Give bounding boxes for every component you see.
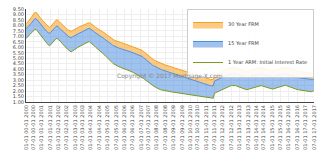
svg-text:07-01 03-01 2003: 07-01 03-01 2003 <box>79 105 85 150</box>
svg-text:1.50: 1.50 <box>13 93 24 99</box>
svg-text:07-01 12-01 2012: 07-01 12-01 2012 <box>228 105 234 150</box>
svg-text:8.00: 8.00 <box>13 22 24 28</box>
svg-text:01-01 01-01 2001: 01-01 01-01 2001 <box>38 105 44 150</box>
svg-text:3.50: 3.50 <box>13 71 24 77</box>
svg-text:01-01 02-01 2002: 01-01 02-01 2002 <box>55 105 61 150</box>
svg-text:8.50: 8.50 <box>13 17 24 23</box>
svg-text:07-01 04-01 2004: 07-01 04-01 2004 <box>96 105 102 150</box>
svg-text:Copyright © 2017 Mortgage-X.co: Copyright © 2017 Mortgage-X.com <box>117 72 223 80</box>
svg-text:01-01 05-01 2005: 01-01 05-01 2005 <box>104 105 110 150</box>
svg-text:01-01 12-01 2012: 01-01 12-01 2012 <box>219 105 225 150</box>
svg-text:01-01 04-01 2004: 01-01 04-01 2004 <box>87 105 93 150</box>
svg-text:01-01 11-01 2011: 01-01 11-01 2011 <box>203 105 209 150</box>
svg-text:4.50: 4.50 <box>13 60 24 66</box>
svg-text:01-01 14-01 2014: 01-01 14-01 2014 <box>253 105 259 150</box>
svg-text:6.00: 6.00 <box>13 44 24 50</box>
svg-text:01-01 08-01 2008: 01-01 08-01 2008 <box>153 105 159 150</box>
svg-text:15 Year FRM: 15 Year FRM <box>228 40 259 46</box>
svg-text:5.50: 5.50 <box>13 50 24 56</box>
svg-text:01-01 17-01 2017: 01-01 17-01 2017 <box>302 105 308 150</box>
svg-text:07-01 13-01 2013: 07-01 13-01 2013 <box>245 105 251 150</box>
svg-text:7.50: 7.50 <box>13 28 24 34</box>
svg-text:5.00: 5.00 <box>13 55 24 61</box>
svg-text:07-01 16-01 2016: 07-01 16-01 2016 <box>294 105 300 150</box>
svg-text:01-01 06-01 2006: 01-01 06-01 2006 <box>121 105 127 150</box>
svg-text:01-01 07-01 2007: 01-01 07-01 2007 <box>138 105 144 150</box>
svg-text:9.50: 9.50 <box>13 6 24 12</box>
svg-text:30 Year FRM: 30 Year FRM <box>228 21 259 27</box>
svg-text:4.00: 4.00 <box>13 66 24 72</box>
svg-text:07-01 17-01 2017: 07-01 17-01 2017 <box>311 105 317 150</box>
svg-text:2.50: 2.50 <box>13 82 24 88</box>
svg-text:01-01 10-01 2010: 01-01 10-01 2010 <box>187 105 193 150</box>
svg-text:01-01 09-01 2009: 01-01 09-01 2009 <box>170 105 176 150</box>
svg-text:07-01 09-01 2009: 07-01 09-01 2009 <box>179 105 185 150</box>
svg-text:1 Year ARM: Initial Interest R: 1 Year ARM: Initial Interest Rate <box>228 59 307 65</box>
svg-text:3.00: 3.00 <box>13 77 24 83</box>
svg-text:07-01 15-01 2015: 07-01 15-01 2015 <box>277 105 283 150</box>
svg-text:1.00: 1.00 <box>13 99 24 105</box>
svg-text:07-01 10-01 2010: 07-01 10-01 2010 <box>194 105 200 150</box>
svg-text:01-01 15-01 2015: 01-01 15-01 2015 <box>269 105 275 150</box>
svg-text:07-01 01-01 2001: 07-01 01-01 2001 <box>47 105 53 150</box>
svg-text:07-01 08-01 2008: 07-01 08-01 2008 <box>162 105 168 150</box>
svg-text:07-01 02-01 2002: 07-01 02-01 2002 <box>63 105 69 150</box>
svg-text:07-01 07-01 2007: 07-01 07-01 2007 <box>145 105 151 150</box>
svg-text:07-01 11-01 2011: 07-01 11-01 2011 <box>211 105 217 150</box>
svg-text:2.00: 2.00 <box>13 88 24 94</box>
svg-text:01-01 03-01 2003: 01-01 03-01 2003 <box>72 105 78 150</box>
svg-text:01-01 13-01 2013: 01-01 13-01 2013 <box>236 105 242 150</box>
svg-text:9.00: 9.00 <box>13 11 24 17</box>
svg-text:07-01 14-01 2014: 07-01 14-01 2014 <box>260 105 266 150</box>
svg-text:01-01 00-01 2000: 01-01 00-01 2000 <box>23 105 29 150</box>
svg-text:6.50: 6.50 <box>13 39 24 45</box>
svg-text:07-01 00-01 2000: 07-01 00-01 2000 <box>30 105 36 150</box>
svg-text:7.00: 7.00 <box>13 33 24 39</box>
svg-text:07-01 05-01 2005: 07-01 05-01 2005 <box>113 105 119 150</box>
svg-text:07-01 06-01 2006: 07-01 06-01 2006 <box>129 105 135 150</box>
svg-text:01-01 16-01 2016: 01-01 16-01 2016 <box>285 105 291 150</box>
